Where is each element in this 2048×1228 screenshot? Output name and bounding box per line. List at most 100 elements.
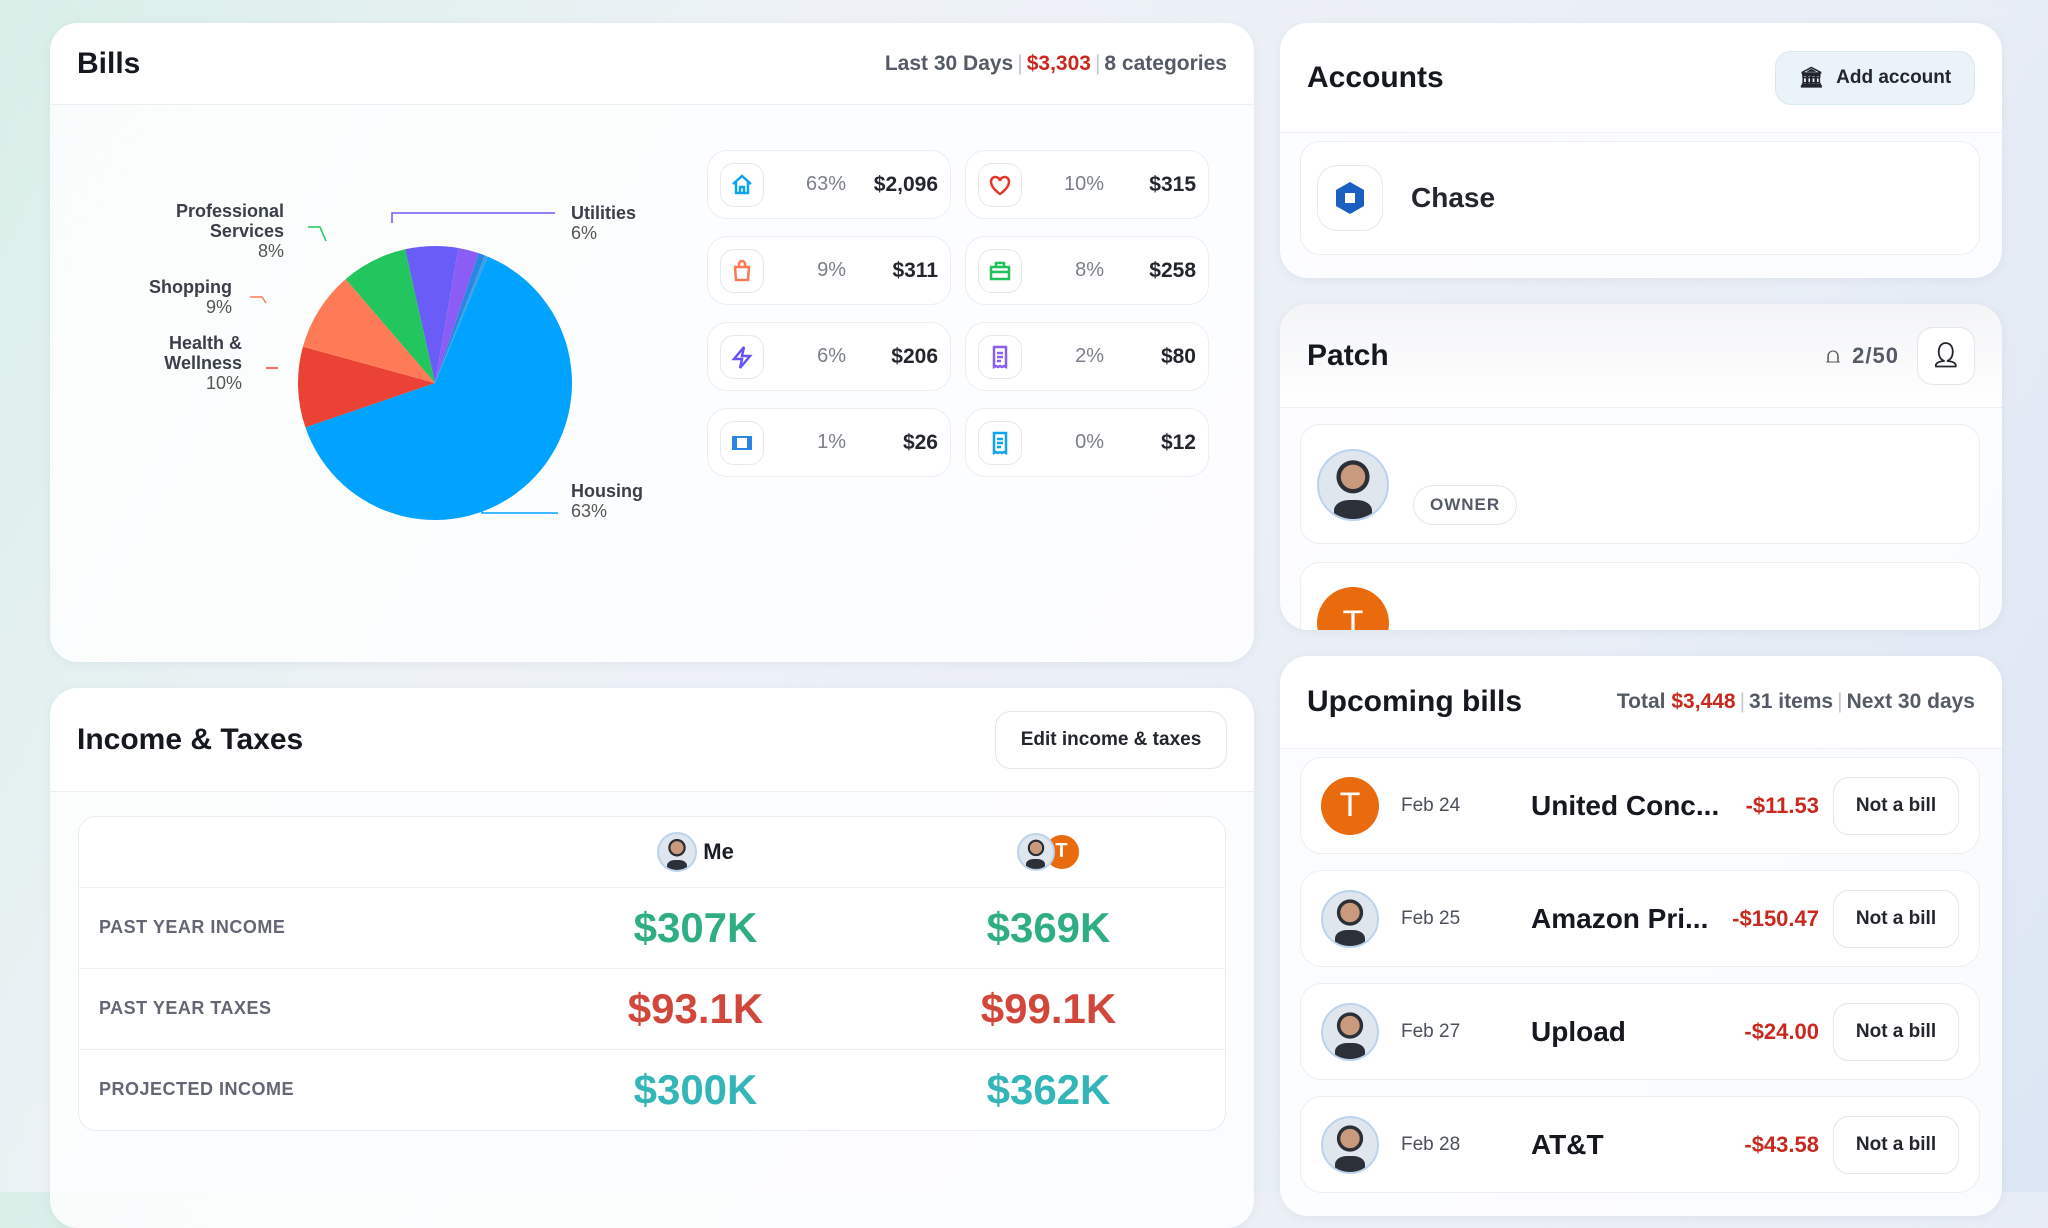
tile-percent: 63% — [805, 173, 846, 195]
pie-leader-line — [481, 505, 558, 514]
bill-date: Feb 27 — [1401, 1020, 1461, 1042]
tile-amount: $12 — [1160, 430, 1196, 454]
tile-amount: $258 — [1149, 258, 1196, 282]
avatar — [1321, 1115, 1379, 1174]
add-member-button[interactable]: 👤︎ — [1917, 326, 1975, 385]
upcoming-bill-row[interactable]: T Feb 24 United Conc... -$11.53 Not a bill — [1300, 757, 1980, 854]
accounts-title: Accounts — [1307, 60, 1444, 94]
tile-percent: 9% — [817, 259, 846, 281]
add-user-icon: 👤︎ — [1930, 342, 1962, 369]
upcoming-title: Upcoming bills — [1307, 685, 1523, 718]
income-taxes-card: Income & Taxes Edit income & taxes Me T … — [50, 688, 1254, 1228]
bill-category-tile[interactable]: 10% $315 — [965, 150, 1209, 219]
avatar: T — [1321, 776, 1379, 835]
bill-name: AT&T — [1531, 1128, 1604, 1160]
bill-name: Amazon Pri... — [1531, 902, 1709, 934]
bill-name: Upload — [1531, 1015, 1626, 1047]
bills-title: Bills — [77, 46, 141, 80]
bill-category-tile[interactable]: 8% $258 — [965, 236, 1209, 305]
chase-logo-icon — [1317, 165, 1383, 231]
tile-percent: 0% — [1075, 431, 1104, 453]
bills-range: Last 30 Days — [884, 51, 1014, 75]
bill-category-tile[interactable]: 63% $2,096 — [707, 150, 951, 219]
add-account-button[interactable]: 🏛 Add account — [1775, 50, 1975, 105]
tile-amount: $80 — [1160, 344, 1196, 368]
table-row: PAST YEAR TAXES $93.1K $99.1K — [79, 967, 1225, 1049]
receipt-icon — [978, 420, 1022, 465]
bill-category-tile[interactable]: 2% $80 — [965, 322, 1209, 391]
upcoming-summary: Total $3,448 | 31 items | Next 30 days — [1616, 690, 1975, 713]
bill-category-tile[interactable]: 9% $311 — [707, 236, 951, 305]
member-item[interactable]: OWNER — [1300, 424, 1980, 544]
pie-label-housing: Housing 63% — [571, 481, 643, 521]
account-item-chase[interactable]: Chase — [1300, 141, 1980, 255]
bill-date: Feb 28 — [1401, 1133, 1461, 1155]
tile-percent: 6% — [817, 345, 846, 367]
not-a-bill-button[interactable]: Not a bill — [1833, 889, 1959, 948]
member-item[interactable]: T — [1300, 562, 1980, 630]
members-icon: ⩍ — [1825, 342, 1841, 368]
not-a-bill-button[interactable]: Not a bill — [1833, 776, 1959, 835]
accounts-card: Accounts 🏛 Add account Chase — [1280, 23, 2002, 278]
bills-total: $3,303 — [1026, 51, 1091, 75]
pie-label-utilities: Utilities 6% — [571, 203, 637, 243]
tile-percent: 10% — [1063, 173, 1104, 195]
pie-slice-utilities — [405, 246, 459, 383]
edit-income-taxes-button[interactable]: Edit income & taxes — [995, 710, 1227, 769]
income-table: Me T PAST YEAR INCOME $307K $369K PAST YEA… — [78, 816, 1226, 1131]
table-row: PAST YEAR INCOME $307K $369K — [79, 886, 1225, 968]
bill-category-tile[interactable]: 6% $206 — [707, 322, 951, 391]
pie-slice-other-1 — [435, 248, 479, 383]
bills-pie-chart — [250, 212, 572, 520]
bill-date: Feb 24 — [1401, 794, 1461, 816]
lightning-icon — [720, 334, 764, 379]
pie-label-professional-services: Professional Services 8% — [175, 201, 284, 261]
bill-amount: -$43.58 — [1744, 1131, 1819, 1157]
tile-amount: $26 — [902, 430, 938, 454]
owner-badge: OWNER — [1413, 485, 1518, 525]
avatar — [1317, 449, 1389, 521]
pie-slice-shopping — [302, 279, 435, 383]
pie-slice-health-wellness — [298, 346, 435, 428]
pie-label-health-wellness: Health & Wellness 10% — [164, 333, 242, 393]
house-icon — [720, 162, 764, 207]
table-row: PROJECTED INCOME $300K $362K — [79, 1048, 1225, 1130]
not-a-bill-button[interactable]: Not a bill — [1833, 1002, 1959, 1061]
tile-percent: 8% — [1075, 259, 1104, 281]
account-name: Chase — [1411, 182, 1496, 213]
tile-amount: $2,096 — [873, 172, 938, 196]
pie-slice-housing — [305, 256, 572, 520]
upcoming-bill-row[interactable]: Feb 27 Upload -$24.00 Not a bill — [1300, 983, 1980, 1080]
tile-percent: 1% — [817, 431, 846, 453]
bills-card: Bills Last 30 Days | $3,303 | 8 categories P… — [50, 23, 1254, 662]
tile-percent: 2% — [1075, 345, 1104, 367]
member-count: 2/50 — [1852, 342, 1899, 368]
col-me: Me — [519, 817, 872, 887]
patch-title: Patch — [1307, 338, 1389, 372]
bill-amount: -$150.47 — [1732, 905, 1819, 931]
income-title: Income & Taxes — [77, 722, 304, 756]
bill-category-tile[interactable]: 0% $12 — [965, 408, 1209, 477]
avatar — [1016, 832, 1055, 871]
film-icon — [720, 420, 764, 465]
bank-icon: 🏛 — [1798, 67, 1825, 89]
avatar — [1321, 1002, 1379, 1061]
member-avatar: T — [1317, 587, 1389, 630]
pie-slice-professional-services — [345, 249, 435, 383]
avatar — [1321, 889, 1379, 948]
heart-icon — [978, 162, 1022, 207]
not-a-bill-button[interactable]: Not a bill — [1833, 1115, 1959, 1174]
shopping-bag-icon — [720, 248, 764, 293]
bill-amount: -$24.00 — [1744, 1018, 1819, 1044]
upcoming-bill-row[interactable]: Feb 28 AT&T -$43.58 Not a bill — [1300, 1096, 1980, 1193]
upcoming-bill-row[interactable]: Feb 25 Amazon Pri... -$150.47 Not a bill — [1300, 870, 1980, 967]
pie-leader-line — [308, 226, 327, 242]
tile-amount: $206 — [891, 344, 938, 368]
patch-card: Patch ⩍ 2/50 👤︎ OWNER T — [1280, 304, 2002, 630]
bill-amount: -$11.53 — [1745, 792, 1819, 818]
bills-summary: Last 30 Days | $3,303 | 8 categories — [884, 51, 1227, 75]
avatar — [657, 831, 698, 872]
bill-category-tile[interactable]: 1% $26 — [707, 408, 951, 477]
tile-amount: $315 — [1149, 172, 1196, 196]
bill-name: United Conc... — [1531, 789, 1720, 821]
